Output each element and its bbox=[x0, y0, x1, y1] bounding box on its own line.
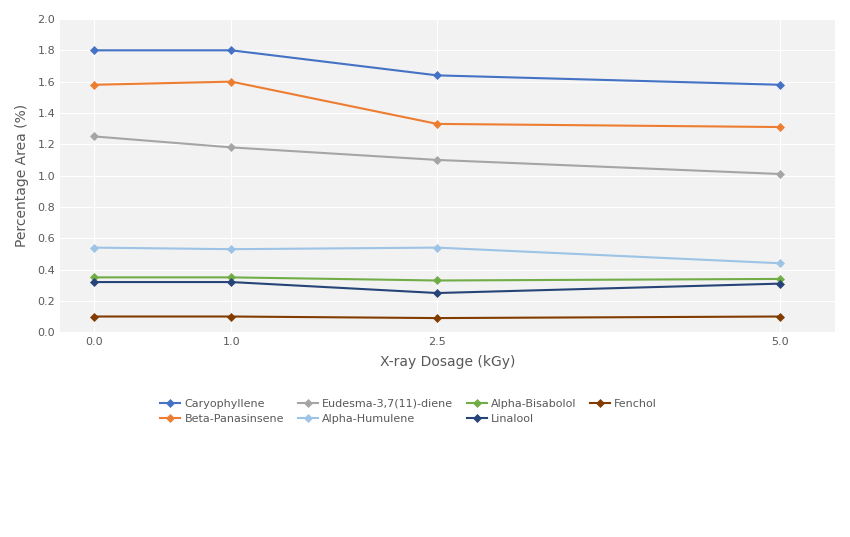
Fenchol bbox=[226, 313, 236, 320]
Fenchol bbox=[775, 313, 785, 320]
Line: Caryophyllene: Caryophyllene bbox=[92, 48, 783, 88]
Linalool bbox=[89, 279, 99, 285]
Fenchol bbox=[432, 315, 442, 321]
Line: Eudesma-3,7(11)-diene: Eudesma-3,7(11)-diene bbox=[92, 134, 783, 177]
Alpha-Bisabolol bbox=[226, 274, 236, 281]
Eudesma-3,7(11)-diene bbox=[775, 171, 785, 177]
Alpha-Humulene bbox=[89, 244, 99, 251]
Linalool bbox=[775, 280, 785, 287]
Legend: Caryophyllene, Beta-Panasinsene, Eudesma-3,7(11)-diene, Alpha-Humulene, Alpha-Bi: Caryophyllene, Beta-Panasinsene, Eudesma… bbox=[156, 394, 661, 429]
Alpha-Bisabolol bbox=[89, 274, 99, 281]
Beta-Panasinsene bbox=[89, 82, 99, 88]
Beta-Panasinsene bbox=[775, 124, 785, 130]
Alpha-Humulene bbox=[226, 246, 236, 252]
Alpha-Humulene bbox=[775, 260, 785, 266]
Eudesma-3,7(11)-diene bbox=[226, 144, 236, 150]
Caryophyllene bbox=[226, 47, 236, 54]
Alpha-Bisabolol bbox=[432, 277, 442, 284]
X-axis label: X-ray Dosage (kGy): X-ray Dosage (kGy) bbox=[380, 355, 515, 369]
Caryophyllene bbox=[775, 82, 785, 88]
Line: Beta-Panasinsene: Beta-Panasinsene bbox=[92, 79, 783, 130]
Line: Linalool: Linalool bbox=[92, 279, 783, 296]
Line: Alpha-Bisabolol: Alpha-Bisabolol bbox=[92, 274, 783, 284]
Y-axis label: Percentage Area (%): Percentage Area (%) bbox=[15, 104, 29, 247]
Fenchol bbox=[89, 313, 99, 320]
Linalool bbox=[432, 290, 442, 296]
Eudesma-3,7(11)-diene bbox=[89, 133, 99, 140]
Beta-Panasinsene bbox=[432, 121, 442, 127]
Line: Alpha-Humulene: Alpha-Humulene bbox=[92, 245, 783, 266]
Alpha-Bisabolol bbox=[775, 275, 785, 282]
Alpha-Humulene bbox=[432, 244, 442, 251]
Eudesma-3,7(11)-diene bbox=[432, 157, 442, 163]
Linalool bbox=[226, 279, 236, 285]
Line: Fenchol: Fenchol bbox=[92, 314, 783, 321]
Caryophyllene bbox=[432, 72, 442, 78]
Beta-Panasinsene bbox=[226, 78, 236, 85]
Caryophyllene bbox=[89, 47, 99, 54]
